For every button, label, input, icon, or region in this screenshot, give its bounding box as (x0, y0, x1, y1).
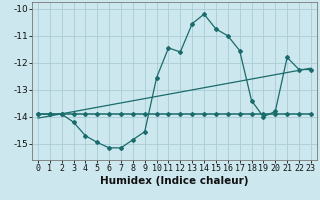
X-axis label: Humidex (Indice chaleur): Humidex (Indice chaleur) (100, 176, 249, 186)
